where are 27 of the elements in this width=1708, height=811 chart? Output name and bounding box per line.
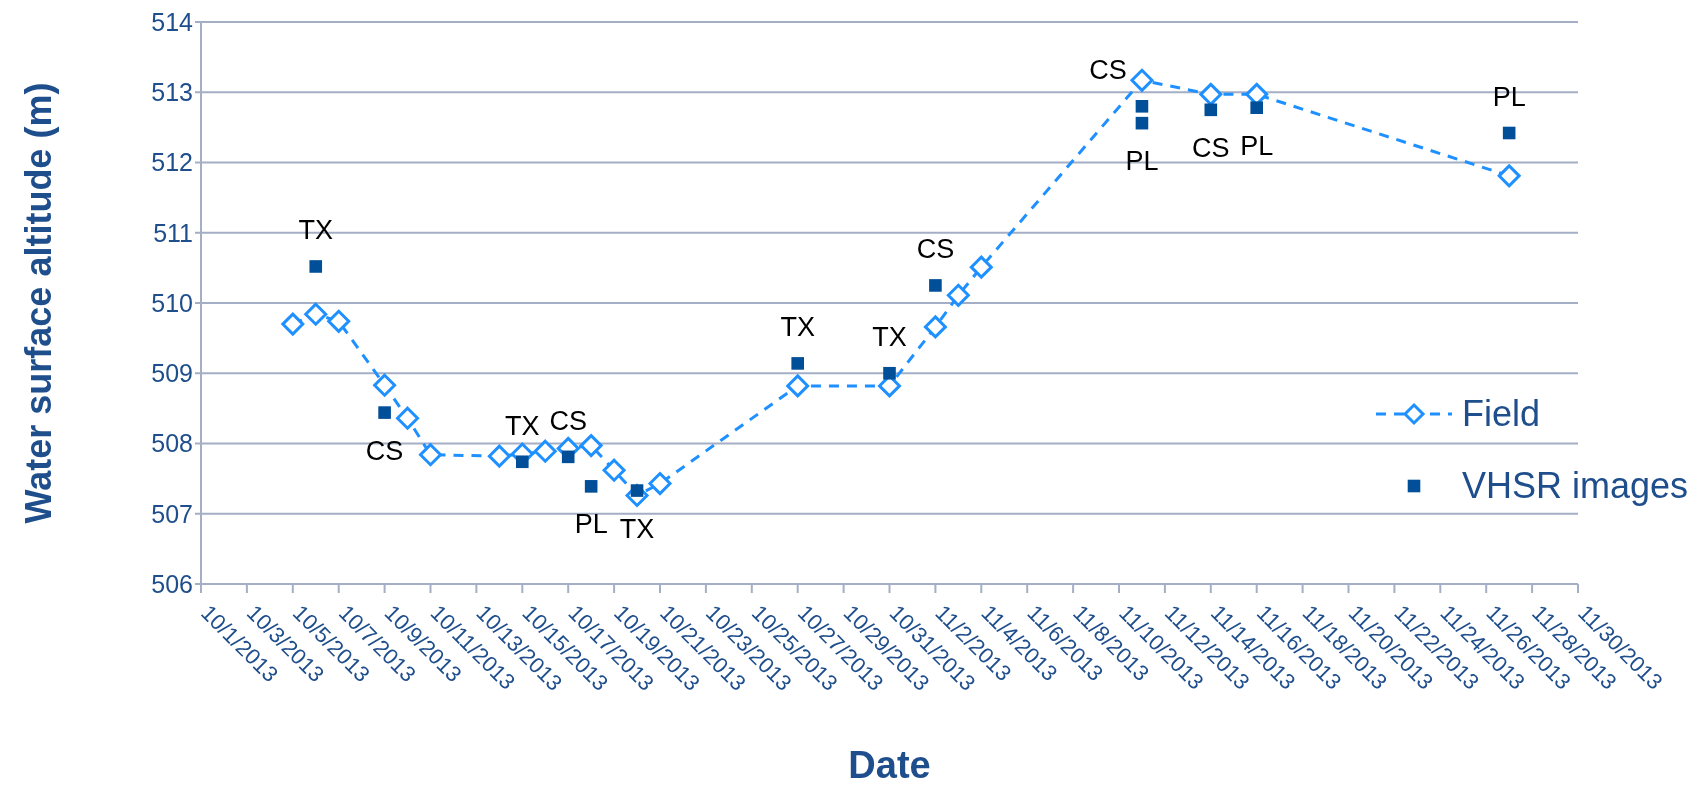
legend-label: Field (1461, 393, 1540, 435)
annotation: TX (619, 513, 655, 544)
annotation: TX (872, 322, 907, 353)
annotation: TX (298, 215, 334, 246)
y-tick-label: 508 (151, 429, 193, 458)
y-tick-label: 514 (151, 7, 194, 36)
y-tick-label: 513 (151, 78, 193, 107)
annotation: CS (1089, 55, 1127, 86)
annotation: TX (505, 410, 540, 441)
y-tick-label: 509 (151, 359, 193, 388)
annotation: CS (1192, 132, 1230, 163)
annotation: PL (1492, 82, 1526, 112)
y-tick-label: 506 (151, 569, 193, 598)
annotation: PL (574, 509, 608, 540)
annotation: CS (365, 435, 404, 466)
annotation: PL (1240, 130, 1274, 161)
annotation: CS (549, 405, 587, 436)
annotation: CS (916, 234, 955, 265)
annotation: TX (780, 312, 815, 343)
y-tick-label: 512 (151, 148, 193, 177)
y-tick-label: 507 (151, 499, 193, 528)
x-axis-title: Date (848, 744, 931, 786)
legend-label: VHSR images (1461, 465, 1688, 507)
y-tick-label: 511 (153, 218, 193, 247)
y-axis-title: Water surface altitude (m) (17, 82, 59, 524)
y-tick-label: 510 (151, 288, 193, 317)
annotation: PL (1125, 146, 1159, 177)
